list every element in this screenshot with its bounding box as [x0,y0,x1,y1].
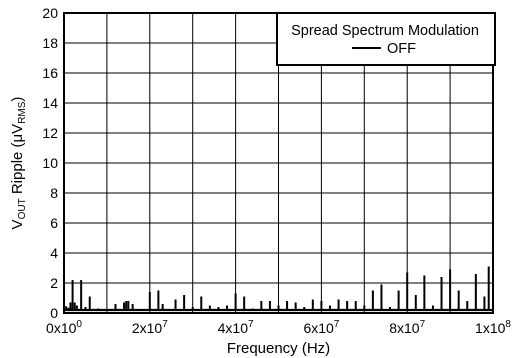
series-layer [63,266,494,312]
y-tick-label: 2 [50,275,58,291]
y-title-unit: V [9,124,26,134]
y-tick-label: 12 [42,125,58,141]
y-tick-label: 10 [42,155,58,171]
y-title-prefix-sub: OUT [17,198,28,219]
x-axis-title: Frequency (Hz) [227,340,330,357]
y-axis-title: VOUT Ripple (μVRMS) [9,97,28,230]
y-title-mu: μ [9,134,26,143]
x-tick-label: 1x108 [475,319,511,336]
x-tick-label: 0x100 [46,319,82,336]
legend-box [276,12,496,66]
legend-title: Spread Spectrum Modulation [291,23,479,39]
x-tick-label: 6x107 [303,319,339,336]
y-tick-label: 0 [50,305,58,321]
y-title-prefix: V [9,219,26,229]
y-tick-label: 4 [50,245,58,261]
y-title-suffix: ) [9,97,26,102]
y-tick-label: 6 [50,215,58,231]
x-tick-label: 8x107 [389,319,425,336]
y-tick-label: 20 [42,5,58,21]
y-tick-label: 14 [42,95,58,111]
y-tick-label: 8 [50,185,58,201]
legend-label-off: OFF [387,41,416,57]
y-tick-label: 18 [42,35,58,51]
y-title-unit-sub: RMS [17,101,28,124]
legend: Spread Spectrum Modulation OFF [276,12,496,66]
y-tick-label: 16 [42,65,58,81]
x-tick-label: 4x107 [218,319,254,336]
series-off [63,266,494,312]
tick-labels: 0 2 4 6 8 10 12 14 16 18 20 0x100 2x107 4x107 6x107 8x1… [42,5,511,336]
x-tick-label: 2x107 [132,319,168,336]
y-title-middle: Ripple ( [9,142,26,198]
